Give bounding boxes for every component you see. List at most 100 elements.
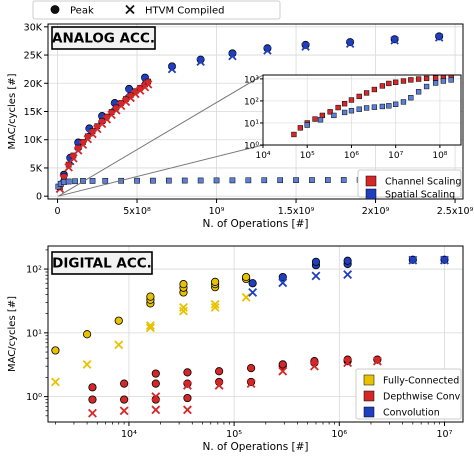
inset-data-point	[423, 83, 430, 90]
series-3	[55, 80, 153, 194]
data-point	[390, 36, 399, 45]
data-point	[343, 256, 352, 265]
analog-inset: 10⁴ 10⁵ 10⁶ 10⁷ 10⁸ 10⁰ 10¹ 10² 10³	[58, 74, 462, 197]
data-point	[246, 379, 256, 389]
data-point	[88, 383, 97, 392]
data-point	[183, 368, 192, 377]
x-tick-label: 0	[55, 206, 61, 217]
top-legend-circle-marker	[50, 5, 60, 14]
data-point	[119, 406, 129, 416]
data-point	[120, 379, 129, 388]
data-point	[120, 395, 129, 404]
panel-legend: Fully-Connected Depthwise Conv Convolution	[355, 368, 462, 420]
data-point	[246, 377, 256, 387]
x-tick-label: 10⁴	[121, 429, 137, 440]
inset-data-point	[415, 76, 422, 82]
data-point	[134, 177, 140, 184]
plot-frame	[47, 245, 464, 423]
inset-data-point	[341, 109, 348, 116]
x-tick-label: 1.5x10⁹	[278, 206, 315, 217]
inset-x-tick-label: 10⁸	[432, 151, 447, 161]
data-point	[146, 292, 155, 301]
data-point	[50, 377, 60, 387]
inset-data-point	[386, 103, 392, 109]
inset-data-point	[341, 101, 348, 107]
data-point	[309, 361, 319, 371]
inset-data-point	[432, 75, 439, 81]
data-point	[211, 277, 220, 286]
data-point	[248, 288, 258, 297]
data-point	[278, 366, 288, 376]
inset-connector	[58, 144, 264, 197]
panel-legend-swatch	[363, 374, 375, 386]
inset-data-point	[379, 103, 386, 110]
inset-data-point	[304, 122, 310, 128]
data-point	[242, 272, 251, 282]
data-point	[89, 178, 96, 184]
inset-y-tick-label: 10²	[244, 97, 259, 107]
inset-data-point	[415, 89, 422, 95]
y-tick-label: 30K	[24, 22, 43, 33]
inset-data-point	[331, 112, 337, 119]
data-point	[151, 405, 161, 415]
x-tick-label: 5x10⁸	[123, 206, 151, 217]
panel-legend-label: Spatial Scaling	[385, 190, 455, 201]
data-point	[340, 177, 347, 183]
inset-x-tick-label: 10⁴	[255, 151, 270, 161]
x-tick-label: 10⁷	[437, 429, 453, 440]
data-point	[145, 321, 155, 331]
data-point	[293, 177, 299, 183]
inset-data-point	[423, 75, 430, 82]
panel-title-box	[51, 26, 156, 50]
data-point	[309, 177, 315, 183]
data-point	[165, 177, 172, 184]
x-tick-label: 10⁶	[331, 429, 347, 440]
series-0	[51, 272, 251, 355]
data-point	[215, 367, 224, 376]
data-point	[343, 358, 353, 368]
data-point	[179, 303, 188, 312]
inset-frame	[262, 74, 462, 146]
digital-panel: 10⁴ 10⁵ 10⁶ 10⁷ 10⁰ 10¹ 10² N. of Operations [#…	[7, 245, 464, 453]
inset-data-point	[356, 106, 362, 112]
data-point	[434, 33, 444, 42]
data-point	[69, 154, 78, 163]
inset-y-tick-label: 10³	[244, 75, 259, 85]
inset-series-0	[291, 74, 454, 138]
data-point	[151, 369, 160, 378]
data-point	[197, 177, 204, 184]
inset-data-point	[348, 108, 355, 114]
top-legend: Peak HTVM Compiled	[32, 0, 281, 20]
data-point	[65, 178, 72, 185]
data-point	[210, 299, 220, 309]
inset-data-point	[400, 78, 407, 84]
data-point	[145, 323, 155, 333]
panel-legend-frame	[357, 169, 462, 198]
inset-data-point	[363, 90, 370, 96]
inset-y-tick-label: 10⁰	[244, 142, 259, 152]
inset-data-point	[400, 99, 407, 105]
panel-legend-label: Convolution	[383, 408, 440, 419]
data-point	[213, 177, 220, 184]
data-point	[263, 44, 272, 53]
data-point	[277, 177, 283, 184]
data-point	[248, 279, 257, 288]
data-point	[246, 364, 256, 373]
data-point	[131, 89, 140, 99]
panel-title-box	[51, 251, 153, 275]
data-point	[214, 380, 224, 390]
data-point	[245, 177, 252, 184]
data-point	[228, 51, 237, 61]
inset-data-point	[327, 109, 333, 115]
data-point	[88, 395, 97, 404]
panel-legend-swatch	[363, 390, 375, 402]
inset-data-point	[448, 77, 454, 83]
data-point	[373, 355, 382, 364]
inset-data-point	[432, 80, 439, 86]
inset-x-tick-label: 10⁷	[388, 151, 403, 161]
x-tick-label: 10⁹	[209, 206, 225, 217]
inset-data-point	[408, 77, 414, 83]
data-point	[114, 340, 124, 350]
